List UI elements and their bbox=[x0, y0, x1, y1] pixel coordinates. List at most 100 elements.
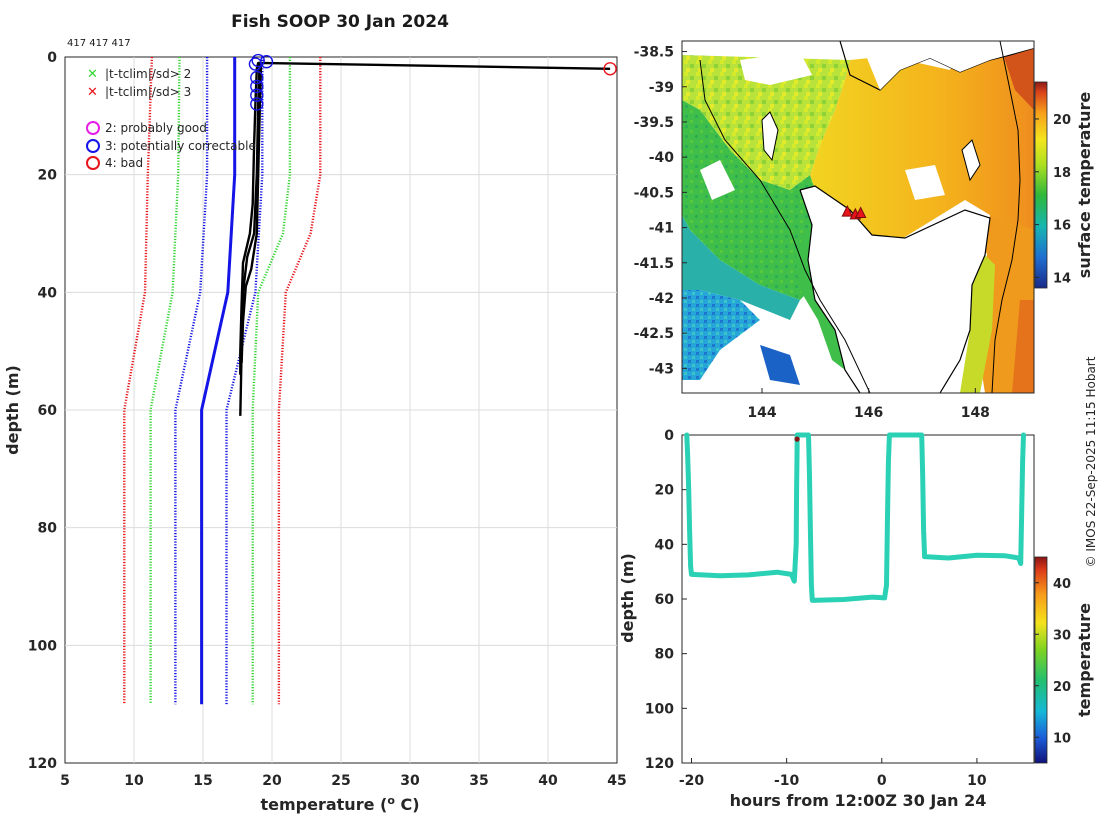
map-y-tick-label: -41.5 bbox=[634, 256, 674, 272]
series-profile-c bbox=[240, 62, 263, 363]
series-clim-2sd bbox=[149, 56, 181, 705]
track-x-tick-label: -10 bbox=[774, 773, 800, 789]
series-clim-mean bbox=[200, 57, 237, 705]
tasmania-west-coast bbox=[799, 189, 861, 393]
map-y-tick-label: -41 bbox=[649, 221, 674, 237]
series-clim-3sd bbox=[277, 57, 322, 705]
map-ticks: 144 146 148 -38.5 -39 -39.5 -40 -40.5 -41 -41.5 -4… bbox=[634, 45, 990, 421]
y-tick-label: 100 bbox=[28, 638, 57, 654]
profile-grid bbox=[65, 57, 617, 763]
map-y-tick-label: -40 bbox=[649, 150, 675, 166]
legend-marker-magenta-circle bbox=[86, 121, 100, 135]
map-y-tick-label: -42.5 bbox=[634, 326, 674, 342]
profile-legend: ✕ |t-tclim|/sd> 2 ✕ |t-tclim|/sd> 3 2: p… bbox=[86, 67, 256, 170]
track-y-tick-label: 80 bbox=[655, 647, 675, 663]
x-tick-label: 20 bbox=[262, 773, 282, 789]
track-x-tick-label: -20 bbox=[679, 773, 705, 789]
series-clim-1sd bbox=[174, 57, 209, 705]
flag-circle-blue bbox=[251, 53, 265, 68]
track-y-tick-label: 0 bbox=[664, 428, 674, 444]
track-xlabel: hours from 12:00Z 30 Jan 24 bbox=[730, 791, 987, 810]
king-island bbox=[761, 111, 779, 162]
flag-circle-red bbox=[603, 62, 617, 76]
track-colorbar bbox=[1034, 556, 1048, 764]
flinders-island bbox=[961, 139, 981, 182]
tasmania-land bbox=[800, 186, 990, 393]
east-offshore-water bbox=[1012, 300, 1034, 393]
track-points bbox=[684, 432, 1026, 603]
cold-eddy bbox=[760, 345, 800, 385]
flag-circle-blue bbox=[250, 88, 264, 102]
series-clim-1sd bbox=[225, 57, 264, 705]
flag-circle-blue bbox=[248, 57, 263, 71]
sst-field bbox=[682, 41, 1034, 393]
profile-xlabel: temperature (o C) bbox=[260, 794, 419, 814]
figure-title: Fish SOOP 30 Jan 2024 bbox=[231, 12, 449, 32]
x-tick-label: 35 bbox=[469, 773, 488, 789]
profile-ylabel: depth (m) bbox=[3, 365, 22, 455]
flag-circle-blue bbox=[250, 70, 264, 85]
map-panel: 144 146 148 -38.5 -39 -39.5 -40 -40.5 -41 -41.5 -4… bbox=[634, 40, 1094, 421]
map-x-tick-label: 148 bbox=[961, 405, 990, 421]
x-tick-label: 15 bbox=[193, 773, 212, 789]
x-tick-label: 30 bbox=[400, 773, 420, 789]
track-ylabel: depth (m) bbox=[618, 553, 637, 643]
track-y-tick-label: 60 bbox=[655, 592, 675, 608]
map-frame bbox=[681, 40, 1035, 394]
map-x-tick-label: 144 bbox=[747, 405, 776, 421]
profile-flags bbox=[248, 53, 617, 111]
x-tick-label: 10 bbox=[124, 773, 144, 789]
map-profile-locations bbox=[841, 204, 867, 220]
map-colorbar bbox=[1034, 81, 1048, 289]
map-colorbar-tick-label: 20 bbox=[1053, 113, 1071, 128]
track-x-tick-label: 0 bbox=[877, 773, 887, 789]
track-y-tick-label: 20 bbox=[655, 483, 675, 499]
legend-marker-blue-circle bbox=[86, 139, 100, 153]
legend-marker-red-circle bbox=[86, 156, 100, 170]
tasmania-coast bbox=[799, 185, 991, 393]
flag-circle-blue bbox=[250, 79, 264, 94]
legend-marker-green-x: ✕ bbox=[87, 67, 98, 82]
track-series bbox=[684, 432, 1026, 603]
shelf-isobath-east bbox=[991, 41, 1021, 393]
map-y-tick-label: -38.5 bbox=[634, 45, 674, 61]
x-tick-label: 5 bbox=[60, 773, 70, 789]
track-x-tick-label: 10 bbox=[967, 773, 987, 789]
map-colorbar-tick-label: 16 bbox=[1053, 219, 1071, 234]
hot-water-patch bbox=[1000, 41, 1034, 110]
map-y-tick-label: -42 bbox=[649, 291, 674, 307]
victoria-land bbox=[850, 41, 1034, 90]
x-tick-label: 25 bbox=[331, 773, 350, 789]
map-colorbar-tick-label: 14 bbox=[1053, 271, 1071, 286]
cloud-gap-2 bbox=[700, 160, 735, 200]
legend-label-sd3: |t-tclim|/sd> 3 bbox=[105, 85, 191, 99]
map-colorbar-tick-label: 18 bbox=[1053, 166, 1071, 181]
profile-series bbox=[123, 56, 611, 705]
profile-location-marker bbox=[841, 204, 854, 217]
track-colorbar-ticks: 10 20 30 40 bbox=[1035, 577, 1071, 746]
cloud-gap-1 bbox=[740, 52, 812, 85]
legend-label-flag4: 4: bad bbox=[105, 156, 143, 170]
track-y-tick-label: 100 bbox=[645, 701, 674, 717]
legend-label-flag2: 2: probably good bbox=[105, 121, 207, 135]
track-y-tick-label: 120 bbox=[645, 756, 674, 772]
southwest-cold-water bbox=[682, 290, 760, 380]
southwest-water bbox=[682, 215, 800, 320]
profile-ticks: 5 10 15 20 25 30 35 40 45 0 20 40 60 80 100 120 bbox=[28, 50, 627, 789]
x-tick-label: 40 bbox=[538, 773, 558, 789]
y-tick-label: 60 bbox=[38, 403, 58, 419]
series-clim-2sd bbox=[251, 57, 292, 705]
series-clim-3sd bbox=[123, 56, 154, 705]
flag-circle-blue bbox=[250, 97, 264, 111]
map-y-tick-label: -43 bbox=[649, 361, 674, 377]
track-colorbar-label: temperature bbox=[1075, 603, 1094, 717]
legend-label-flag3: 3: potentially correctable bbox=[105, 139, 256, 153]
map-colorbar-label: surface temperature bbox=[1075, 92, 1094, 279]
track-colorbar-tick-label: 30 bbox=[1053, 628, 1071, 643]
y-tick-label: 120 bbox=[28, 756, 57, 772]
profile-ids: 417 417 417 bbox=[67, 38, 131, 49]
map-y-tick-label: -39 bbox=[649, 80, 674, 96]
y-tick-label: 20 bbox=[38, 168, 58, 184]
